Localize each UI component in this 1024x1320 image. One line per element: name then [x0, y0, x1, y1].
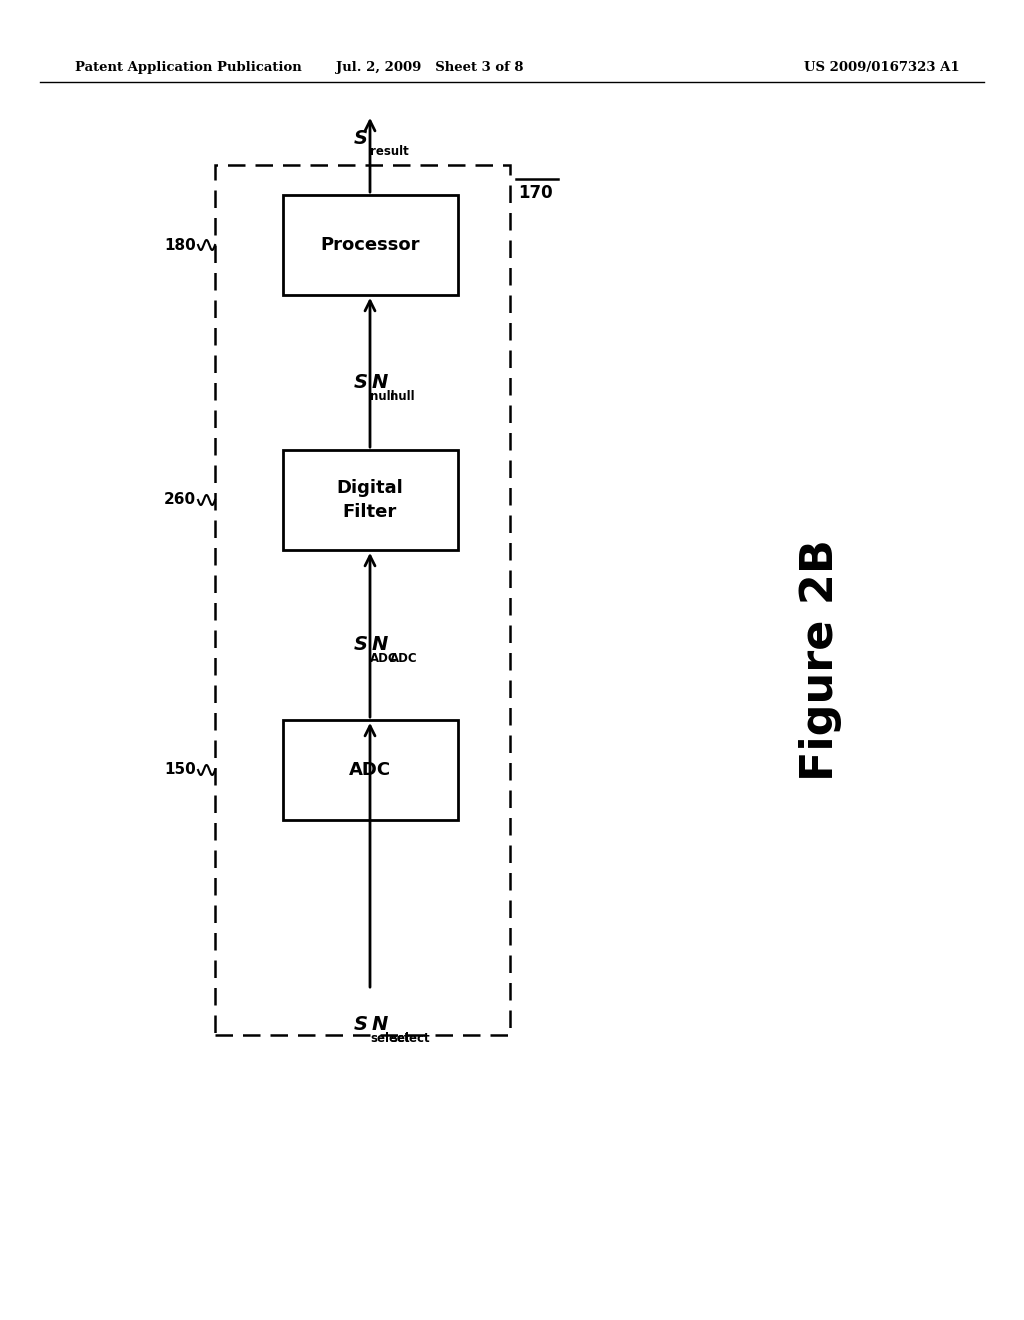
Text: S: S [354, 374, 368, 392]
Text: N: N [372, 374, 388, 392]
Bar [283, 450, 458, 550]
Text: Digital
Filter: Digital Filter [337, 479, 403, 521]
Text: S: S [354, 635, 368, 655]
Text: 180: 180 [164, 238, 196, 252]
Text: N: N [372, 635, 388, 655]
Text: Processor: Processor [321, 236, 420, 253]
Bar [283, 195, 458, 294]
Text: ADC: ADC [390, 652, 418, 665]
Text: 170: 170 [518, 183, 553, 202]
Text: result: result [370, 145, 409, 158]
Text: S: S [354, 1015, 368, 1035]
Bar [215, 165, 510, 1035]
Text: select: select [390, 1032, 430, 1045]
Text: 150: 150 [164, 763, 196, 777]
Text: null: null [390, 389, 415, 403]
Text: 260: 260 [164, 492, 196, 507]
Text: ADC: ADC [370, 652, 397, 665]
Text: S: S [354, 128, 368, 148]
Text: Jul. 2, 2009   Sheet 3 of 8: Jul. 2, 2009 Sheet 3 of 8 [336, 62, 523, 74]
Text: ADC: ADC [349, 762, 391, 779]
Text: Patent Application Publication: Patent Application Publication [75, 62, 302, 74]
Text: Figure 2B: Figure 2B [799, 539, 842, 781]
Bar [283, 719, 458, 820]
Text: select: select [370, 1032, 410, 1045]
Text: N: N [372, 1015, 388, 1035]
Text: US 2009/0167323 A1: US 2009/0167323 A1 [805, 62, 961, 74]
Text: null: null [370, 389, 394, 403]
